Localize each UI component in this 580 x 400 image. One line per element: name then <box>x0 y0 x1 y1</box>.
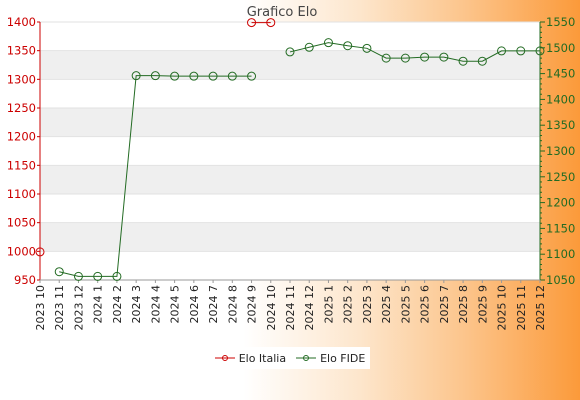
left-tick-label: 1150 <box>7 158 36 172</box>
x-tick-label: 2024 7 <box>207 285 220 324</box>
left-tick-label: 1300 <box>7 72 36 86</box>
point-elo-fide <box>247 71 257 81</box>
point-elo-fide <box>362 43 372 53</box>
x-tick-label: 2023 11 <box>53 285 66 331</box>
right-tick-label: 1250 <box>546 170 575 184</box>
left-axis: 950 1000 1050 1100 1150 1200 1250 1300 1350 1400 <box>7 15 41 287</box>
point-elo-fide <box>323 38 333 48</box>
x-tick-label: 2025 4 <box>380 285 393 324</box>
right-tick-label: 1450 <box>546 67 575 81</box>
x-tick-label: 2025 2 <box>342 285 355 324</box>
x-tick-label: 2023 10 <box>34 285 47 331</box>
x-tick-label: 2024 4 <box>149 285 162 324</box>
grid-bands <box>40 21 540 281</box>
right-tick-label: 1200 <box>546 196 575 210</box>
x-tick-label: 2025 10 <box>496 285 509 331</box>
x-tick-label: 2024 5 <box>169 285 182 324</box>
x-tick-label: 2024 1 <box>92 285 105 324</box>
right-axis: 1050 1100 1150 1200 1250 1300 1350 1400 1450 1500… <box>539 15 575 287</box>
x-tick-label: 2024 8 <box>226 285 239 324</box>
point-elo-fide <box>208 71 218 81</box>
point-elo-fide <box>535 46 545 56</box>
point-elo-fide <box>227 71 237 81</box>
point-elo-fide <box>304 42 314 52</box>
point-elo-fide <box>189 71 199 81</box>
series-points <box>35 18 545 281</box>
left-tick-label: 1200 <box>7 130 36 144</box>
line-elo-fide <box>59 75 252 277</box>
x-tick-label: 2025 1 <box>322 285 335 324</box>
point-elo-italia <box>35 247 45 257</box>
point-elo-italia <box>266 18 276 28</box>
right-tick-label: 1300 <box>546 144 575 158</box>
x-tick-label: 2025 7 <box>438 285 451 324</box>
right-tick-label: 1500 <box>546 41 575 55</box>
x-tick-label: 2024 11 <box>284 285 297 331</box>
point-elo-fide <box>420 52 430 62</box>
point-elo-fide <box>73 271 83 281</box>
point-elo-fide <box>516 46 526 56</box>
series-lines <box>59 22 540 277</box>
left-tick-label: 1400 <box>7 15 36 29</box>
line-elo-fide <box>289 42 540 62</box>
grid-band <box>40 165 540 194</box>
point-elo-fide <box>150 71 160 81</box>
x-tick-label: 2023 12 <box>72 285 85 331</box>
point-elo-fide <box>343 41 353 51</box>
right-tick-label: 1050 <box>546 273 575 287</box>
left-tick-label: 1350 <box>7 44 36 58</box>
chart-title: Grafico Elo <box>247 5 318 20</box>
point-elo-fide <box>477 56 487 66</box>
point-elo-fide <box>400 53 410 63</box>
legend: Elo Italia Elo FIDE <box>210 347 370 369</box>
x-tick-label: 2025 11 <box>515 285 528 331</box>
x-tick-label: 2024 2 <box>111 285 124 324</box>
left-tick-label: 1250 <box>7 101 36 115</box>
legend-label-elo-italia: Elo Italia <box>238 351 287 365</box>
legend-item-elo-italia: Elo Italia <box>214 351 287 365</box>
legend-item-elo-fide: Elo FIDE <box>296 352 365 365</box>
x-tick-label: 2025 3 <box>361 285 374 324</box>
left-tick-label: 1100 <box>7 187 36 201</box>
x-tick-label: 2025 8 <box>457 285 470 324</box>
x-axis: 2023 10 2023 11 2023 12 2024 1 2024 2 2024 3 2… <box>34 279 547 331</box>
point-elo-fide <box>170 71 180 81</box>
left-tick-label: 950 <box>14 273 36 287</box>
x-tick-label: 2025 5 <box>399 285 412 324</box>
right-tick-label: 1550 <box>546 15 575 29</box>
left-tick-label: 1000 <box>7 244 36 258</box>
right-tick-label: 1350 <box>546 118 575 132</box>
point-elo-fide <box>285 47 295 57</box>
legend-marker-elo-italia <box>214 355 235 361</box>
grid-band <box>40 108 540 137</box>
left-tick-label: 1050 <box>7 216 36 230</box>
x-tick-label: 2024 9 <box>246 285 259 324</box>
right-tick-label: 1150 <box>546 221 575 235</box>
x-tick-label: 2024 6 <box>188 285 201 324</box>
point-elo-fide <box>112 271 122 281</box>
point-elo-fide <box>439 52 449 62</box>
right-tick-label: 1100 <box>546 247 575 261</box>
point-elo-fide <box>131 71 141 81</box>
x-tick-label: 2025 12 <box>534 285 547 331</box>
point-elo-fide <box>458 56 468 66</box>
right-tick-label: 1400 <box>546 92 575 106</box>
point-elo-italia <box>247 18 257 28</box>
legend-label-elo-fide: Elo FIDE <box>320 351 366 365</box>
legend-marker-elo-fide <box>296 355 317 361</box>
x-tick-label: 2024 10 <box>265 285 278 331</box>
x-tick-label: 2024 12 <box>303 285 316 331</box>
x-tick-label: 2024 3 <box>130 285 143 324</box>
x-tick-label: 2025 6 <box>419 285 432 324</box>
point-elo-fide <box>93 271 103 281</box>
point-elo-fide <box>381 53 391 63</box>
point-elo-fide <box>497 46 507 56</box>
x-tick-label: 2025 9 <box>476 285 489 324</box>
point-elo-fide <box>54 267 64 277</box>
grid-band <box>40 222 540 252</box>
